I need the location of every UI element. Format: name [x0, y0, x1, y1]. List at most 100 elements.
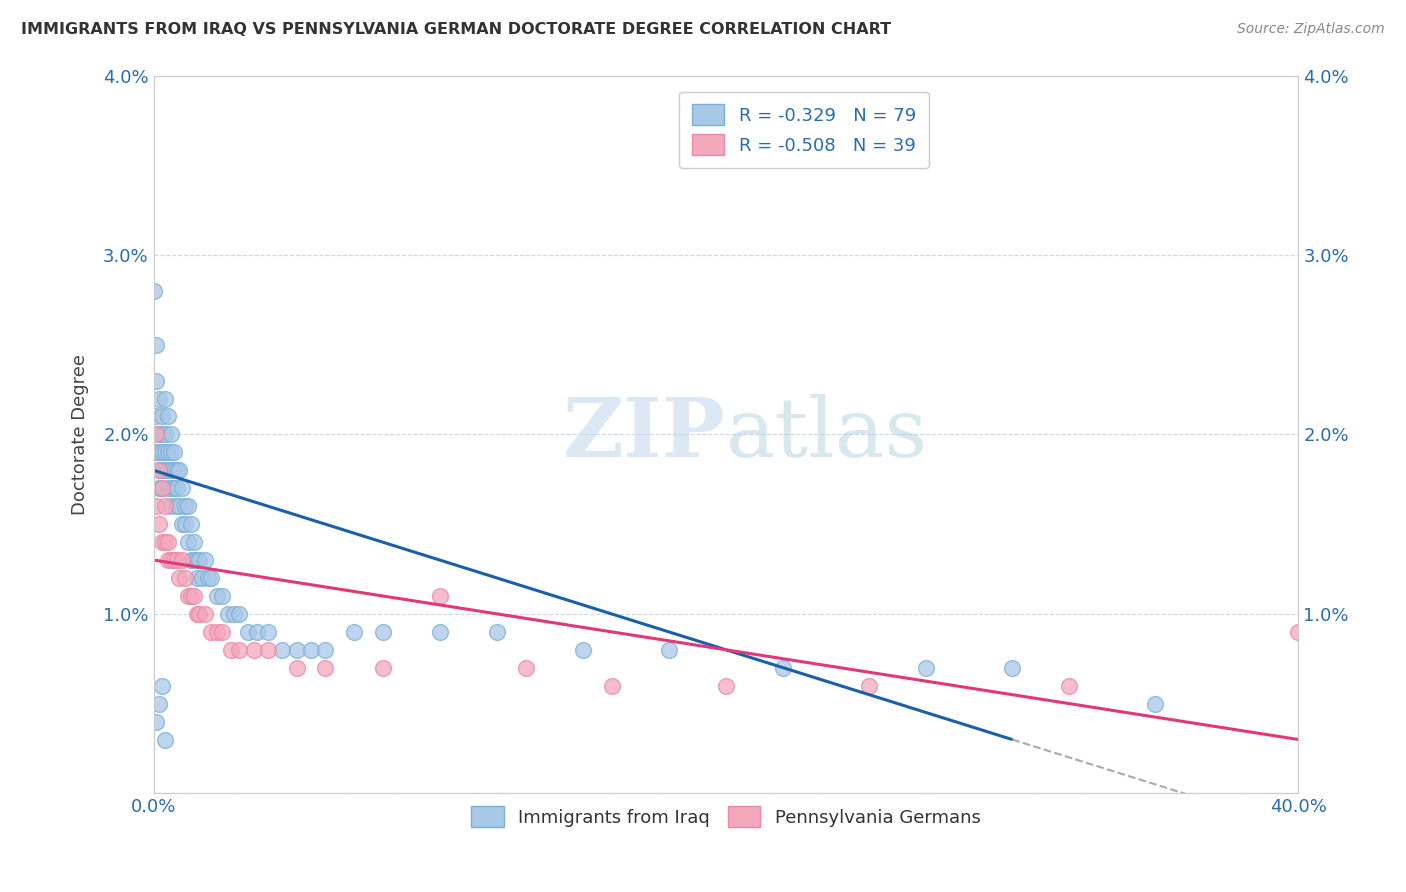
Point	[299, 642, 322, 657]
Point	[246, 624, 269, 639]
Point	[257, 642, 280, 657]
Point	[145, 714, 167, 729]
Point	[228, 607, 250, 621]
Point	[177, 500, 200, 514]
Point	[191, 571, 214, 585]
Point	[148, 463, 170, 477]
Point	[163, 481, 186, 495]
Point	[163, 463, 186, 477]
Point	[343, 624, 366, 639]
Point	[142, 284, 165, 298]
Point	[371, 624, 394, 639]
Point	[150, 463, 173, 477]
Text: ZIP: ZIP	[564, 394, 725, 475]
Point	[153, 427, 176, 442]
Point	[314, 642, 336, 657]
Point	[148, 517, 170, 532]
Point	[285, 642, 308, 657]
Point	[153, 500, 176, 514]
Point	[153, 463, 176, 477]
Point	[156, 463, 179, 477]
Point	[600, 679, 623, 693]
Point	[156, 535, 179, 549]
Point	[314, 661, 336, 675]
Point	[156, 409, 179, 424]
Point	[186, 553, 208, 567]
Point	[156, 445, 179, 459]
Point	[153, 392, 176, 406]
Point	[1001, 661, 1024, 675]
Point	[714, 679, 737, 693]
Point	[222, 607, 245, 621]
Point	[572, 642, 595, 657]
Point	[177, 535, 200, 549]
Point	[285, 661, 308, 675]
Text: IMMIGRANTS FROM IRAQ VS PENNSYLVANIA GERMAN DOCTORATE DEGREE CORRELATION CHART: IMMIGRANTS FROM IRAQ VS PENNSYLVANIA GER…	[21, 22, 891, 37]
Point	[197, 571, 219, 585]
Point	[148, 427, 170, 442]
Point	[180, 517, 202, 532]
Point	[153, 535, 176, 549]
Point	[174, 517, 197, 532]
Point	[172, 481, 194, 495]
Text: Source: ZipAtlas.com: Source: ZipAtlas.com	[1237, 22, 1385, 37]
Point	[172, 553, 194, 567]
Point	[172, 517, 194, 532]
Point	[177, 589, 200, 603]
Point	[150, 409, 173, 424]
Text: atlas: atlas	[725, 394, 928, 475]
Point	[429, 589, 451, 603]
Point	[150, 445, 173, 459]
Y-axis label: Doctorate Degree: Doctorate Degree	[72, 354, 89, 515]
Point	[150, 481, 173, 495]
Point	[169, 500, 191, 514]
Point	[148, 445, 170, 459]
Point	[211, 589, 233, 603]
Point	[257, 624, 280, 639]
Point	[271, 642, 294, 657]
Point	[242, 642, 264, 657]
Point	[150, 427, 173, 442]
Point	[150, 535, 173, 549]
Point	[194, 607, 217, 621]
Point	[159, 500, 181, 514]
Point	[166, 481, 188, 495]
Point	[145, 427, 167, 442]
Point	[150, 481, 173, 495]
Point	[194, 553, 217, 567]
Point	[148, 697, 170, 711]
Point	[174, 571, 197, 585]
Point	[429, 624, 451, 639]
Point	[145, 409, 167, 424]
Point	[150, 679, 173, 693]
Point	[180, 589, 202, 603]
Point	[228, 642, 250, 657]
Point	[145, 337, 167, 351]
Point	[159, 445, 181, 459]
Point	[205, 624, 228, 639]
Point	[200, 571, 222, 585]
Point	[200, 624, 222, 639]
Point	[1059, 679, 1081, 693]
Point	[148, 392, 170, 406]
Legend: Immigrants from Iraq, Pennsylvania Germans: Immigrants from Iraq, Pennsylvania Germa…	[464, 799, 988, 835]
Point	[371, 661, 394, 675]
Point	[486, 624, 509, 639]
Point	[145, 445, 167, 459]
Point	[153, 445, 176, 459]
Point	[219, 642, 242, 657]
Point	[163, 553, 186, 567]
Point	[217, 607, 239, 621]
Point	[858, 679, 880, 693]
Point	[205, 589, 228, 603]
Point	[1286, 624, 1309, 639]
Point	[211, 624, 233, 639]
Point	[180, 553, 202, 567]
Point	[159, 553, 181, 567]
Point	[166, 463, 188, 477]
Point	[159, 463, 181, 477]
Point	[166, 500, 188, 514]
Point	[1144, 697, 1167, 711]
Point	[186, 571, 208, 585]
Point	[148, 481, 170, 495]
